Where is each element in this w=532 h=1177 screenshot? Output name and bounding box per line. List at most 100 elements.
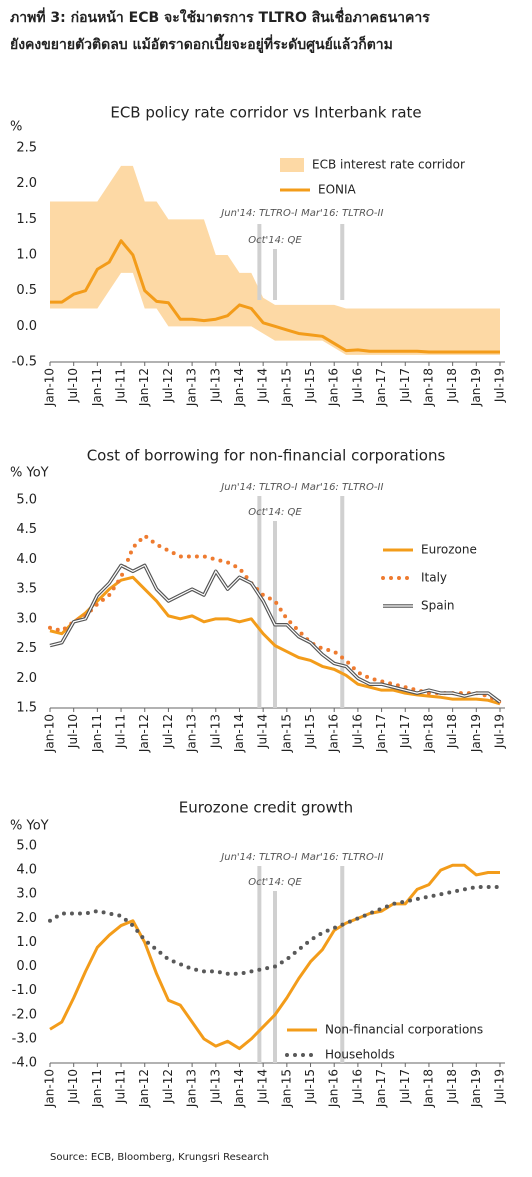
x-tick-label: Jul-15 [303, 368, 317, 403]
y-tick-label: 4.0 [16, 863, 37, 878]
x-tick-label: Jan-11 [90, 714, 104, 753]
y-tick-label: -0.5 [12, 355, 37, 370]
x-tick-label: Jul-10 [66, 1069, 80, 1104]
x-tick-label: Jan-19 [469, 1069, 483, 1108]
x-tick-label: Jan-19 [469, 714, 483, 753]
legend-label: Italy [421, 571, 447, 585]
x-tick-label: Jan-13 [185, 1069, 199, 1108]
x-tick-label: Jul-11 [114, 1069, 128, 1104]
x-tick-label: Jul-15 [303, 1069, 317, 1104]
y-axis-label: % YoY [10, 466, 49, 481]
x-tick-label: Jul-19 [493, 714, 507, 749]
x-tick-label: Jul-12 [161, 1069, 175, 1104]
legend-swatch [280, 158, 304, 172]
event-label: Mar'16: TLTRO-II [301, 482, 383, 493]
x-tick-label: Jan-15 [279, 1069, 293, 1108]
x-tick-label: Jul-10 [66, 714, 80, 749]
event-bar [257, 866, 262, 1063]
x-tick-label: Jul-18 [445, 714, 459, 749]
source: Source: ECB, Bloomberg, Krungsri Researc… [50, 1152, 269, 1163]
series-line-inner [49, 564, 501, 703]
x-tick-label: Jan-10 [43, 1069, 57, 1108]
x-tick-label: Jul-16 [350, 714, 364, 749]
y-tick-label: 4.0 [16, 552, 37, 567]
x-tick-label: Jul-19 [493, 1069, 507, 1104]
y-tick-label: 1.5 [16, 212, 37, 227]
x-tick-label: Jan-14 [232, 368, 246, 407]
chart-title: ECB policy rate corridor vs Interbank ra… [110, 104, 421, 122]
x-tick-label: Jul-19 [493, 368, 507, 403]
corridor-band [50, 165, 500, 355]
event-label: Jun'14: TLTRO-I [219, 482, 297, 493]
event-bar [273, 521, 277, 708]
x-tick-label: Jan-18 [421, 368, 435, 407]
x-tick-label: Jan-10 [43, 368, 57, 407]
event-label: Oct'14: QE [248, 235, 302, 246]
x-tick-label: Jan-16 [327, 1069, 341, 1108]
y-tick-label: 0.5 [16, 283, 37, 298]
x-tick-label: Jul-18 [445, 368, 459, 403]
event-label: Jun'14: TLTRO-I [219, 208, 297, 219]
series-line [50, 239, 500, 354]
x-tick-label: Jan-17 [374, 714, 388, 753]
y-axis-label: % [10, 120, 22, 135]
x-tick-label: Jul-13 [208, 1069, 222, 1104]
event-bar [273, 891, 277, 1063]
x-tick-label: Jul-11 [114, 368, 128, 403]
x-tick-label: Jul-17 [398, 1069, 412, 1104]
x-tick-label: Jul-13 [208, 368, 222, 403]
event-bar [257, 224, 262, 300]
event-bar [340, 496, 345, 708]
x-tick-label: Jul-14 [256, 714, 270, 749]
legend-label: Households [325, 1048, 395, 1062]
y-tick-label: -3.0 [12, 1031, 37, 1046]
x-tick-label: Jan-17 [374, 1069, 388, 1108]
y-tick-label: 5.0 [16, 493, 37, 508]
legend-label: ECB interest rate corridor [312, 158, 465, 172]
x-tick-label: Jan-15 [279, 368, 293, 407]
y-tick-label: 4.5 [16, 522, 37, 537]
series-line [49, 863, 500, 1051]
event-label: Oct'14: QE [248, 507, 302, 518]
x-tick-label: Jan-13 [185, 714, 199, 753]
y-tick-label: 2.5 [16, 641, 37, 656]
x-tick-label: Jan-12 [137, 1069, 151, 1108]
series-line [48, 884, 502, 976]
x-tick-label: Jan-14 [232, 714, 246, 753]
header-line: ยังคงขยายตัวติดลบ แม้อัตราดอกเบี้ยจะอยู่… [10, 33, 393, 53]
event-label: Mar'16: TLTRO-II [301, 852, 383, 863]
event-label: Mar'16: TLTRO-II [301, 208, 383, 219]
y-tick-label: 2.5 [16, 141, 37, 156]
series-line [49, 575, 501, 706]
x-tick-label: Jul-14 [256, 1069, 270, 1104]
x-tick-label: Jan-18 [421, 714, 435, 753]
legend-label: Eurozone [421, 543, 477, 557]
y-tick-label: 5.0 [16, 839, 37, 854]
x-tick-label: Jul-12 [161, 714, 175, 749]
x-tick-label: Jan-18 [421, 1069, 435, 1108]
x-tick-label: Jul-18 [445, 1069, 459, 1104]
x-tick-label: Jan-13 [185, 368, 199, 407]
y-tick-label: 1.5 [16, 701, 37, 716]
x-tick-label: Jul-14 [256, 368, 270, 403]
x-tick-label: Jan-11 [90, 368, 104, 407]
x-tick-label: Jul-10 [66, 368, 80, 403]
y-tick-label: 1.0 [16, 248, 37, 263]
y-tick-label: 3.5 [16, 582, 37, 597]
x-tick-label: Jan-17 [374, 368, 388, 407]
y-tick-label: 3.0 [16, 611, 37, 626]
y-tick-label: -1.0 [12, 983, 37, 998]
y-axis-label: % YoY [10, 819, 49, 834]
x-tick-label: Jan-12 [137, 714, 151, 753]
y-tick-label: 2.0 [16, 176, 37, 191]
x-tick-label: Jan-15 [279, 714, 293, 753]
y-tick-label: 2.0 [16, 911, 37, 926]
event-bar [340, 224, 345, 300]
x-tick-label: Jan-14 [232, 1069, 246, 1108]
x-tick-label: Jan-11 [90, 1069, 104, 1108]
event-bar [340, 866, 345, 1063]
x-tick-label: Jul-17 [398, 368, 412, 403]
legend-label: Non-financial corporations [325, 1023, 483, 1037]
x-tick-label: Jul-13 [208, 714, 222, 749]
